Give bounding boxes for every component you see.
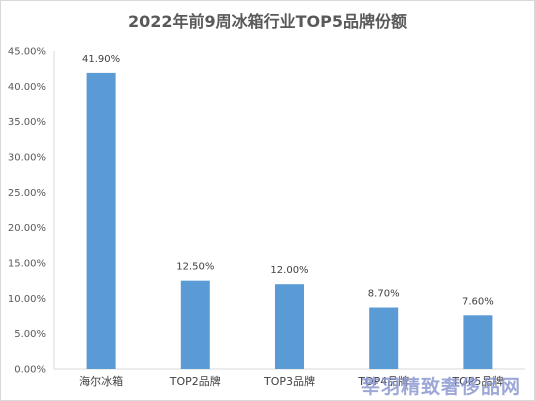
- y-tick-label: 35.00%: [8, 117, 46, 128]
- watermark: 莘羽精致奢侈品网: [360, 376, 521, 398]
- data-label: 8.70%: [368, 289, 400, 300]
- category-label: TOP3品牌: [263, 374, 315, 388]
- bar: [86, 72, 116, 369]
- category-label: 海尔冰箱: [79, 374, 123, 388]
- category-label: TOP5品牌: [451, 374, 503, 388]
- bar: [275, 284, 304, 369]
- y-tick-label: 0.00%: [14, 365, 46, 376]
- bar: [369, 307, 399, 369]
- bar: [463, 315, 493, 369]
- y-tick-label: 20.00%: [8, 223, 46, 234]
- category-label: TOP4品牌: [357, 374, 409, 388]
- y-tick-label: 40.00%: [8, 82, 46, 93]
- y-tick-label: 15.00%: [8, 259, 46, 270]
- y-tick-label: 25.00%: [8, 188, 46, 199]
- data-label: 12.50%: [176, 262, 214, 273]
- y-tick-label: 5.00%: [14, 329, 46, 340]
- bar: [180, 280, 210, 369]
- category-label: TOP2品牌: [169, 374, 221, 388]
- data-label: 7.60%: [462, 296, 494, 307]
- data-label: 12.00%: [270, 265, 308, 276]
- data-label: 41.90%: [82, 54, 120, 65]
- chart-title: 2022年前9周冰箱行业TOP5品牌份额: [127, 12, 408, 31]
- y-tick-label: 10.00%: [8, 294, 46, 305]
- y-tick-label: 30.00%: [8, 153, 46, 164]
- y-tick-label: 45.00%: [8, 47, 46, 58]
